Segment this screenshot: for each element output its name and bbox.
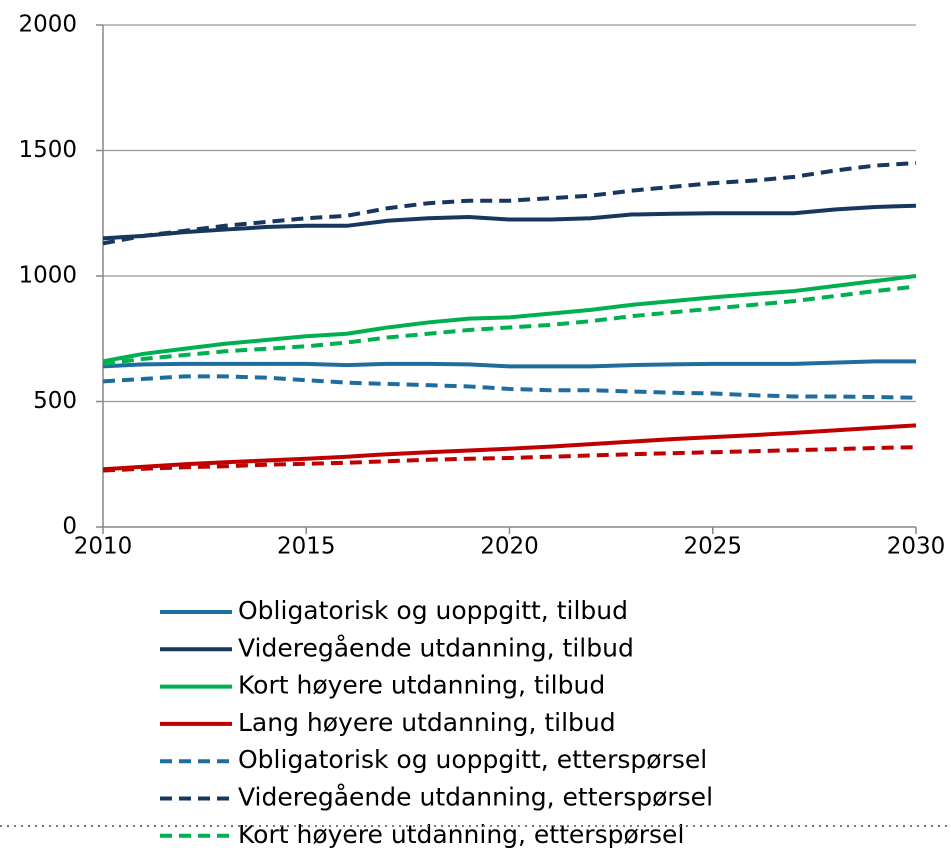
- y-tick-label: 2000: [18, 12, 77, 38]
- series-line: [102, 203, 917, 241]
- x-tick-label: 2015: [277, 534, 336, 560]
- series-line: [102, 284, 917, 366]
- y-tick-label: 0: [62, 514, 77, 540]
- series-line: [102, 161, 917, 246]
- y-tick-label: 500: [33, 388, 77, 414]
- x-tick-label: 2010: [74, 534, 133, 560]
- x-tick-label: 2030: [887, 534, 946, 560]
- series-line: [102, 374, 917, 400]
- x-tick-label: 2020: [480, 534, 539, 560]
- y-tick-label: 1500: [18, 137, 77, 163]
- legend-label: Obligatorisk og uoppgitt, tilbud: [238, 596, 628, 625]
- legend-label: Lang høyere utdanning, tilbud: [238, 708, 616, 737]
- legend-label: Kort høyere utdanning, etterspørsel: [238, 820, 684, 849]
- legend-label: Obligatorisk og uoppgitt, etterspørsel: [238, 745, 707, 774]
- series-line: [102, 423, 917, 472]
- series-line: [102, 359, 916, 369]
- series-line: [102, 274, 917, 364]
- legend-label: Videregående utdanning, etterspørsel: [238, 783, 713, 812]
- series-line: [102, 445, 917, 473]
- legend-label: Videregående utdanning, tilbud: [238, 633, 634, 662]
- legend-label: Kort høyere utdanning, tilbud: [238, 671, 605, 700]
- x-tick-label: 2025: [683, 534, 742, 560]
- y-tick-label: 1000: [18, 263, 77, 289]
